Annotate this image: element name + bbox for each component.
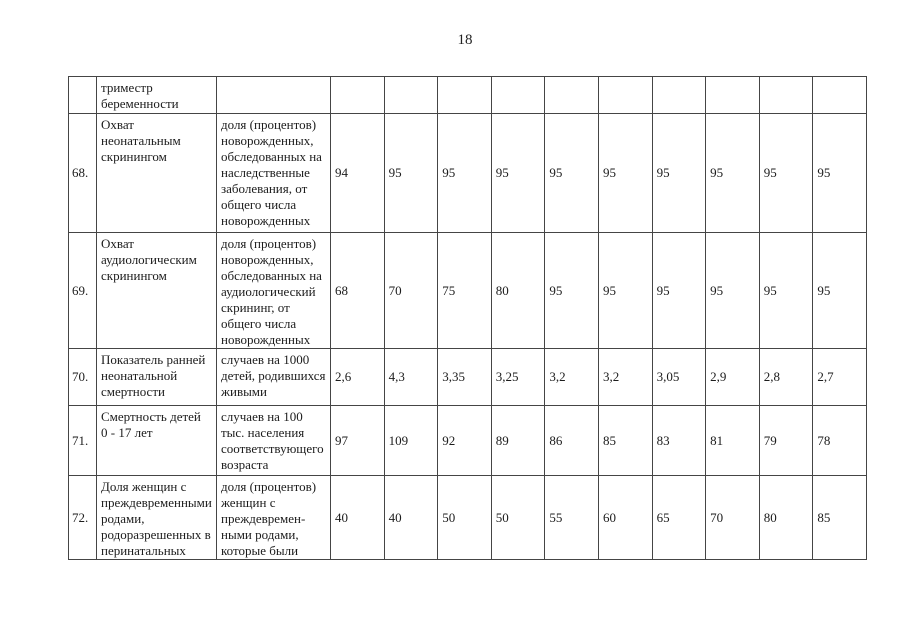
table-row: 70. Показатель ранней неонатальной смерт… (68, 348, 867, 406)
value-cell: 95 (758, 232, 814, 349)
table-row: 72. Доля женщин с преждевременными родам… (68, 475, 867, 560)
value-cell: 83 (651, 405, 707, 476)
row-number-cell: 69. (68, 232, 97, 349)
unit-cell: доля (процентов) новорожденных, обследов… (216, 232, 331, 349)
row-number-cell: 71. (68, 405, 97, 476)
value-cell: 2,6 (330, 348, 385, 406)
unit-cell: доля (процентов) новорожденных, обследов… (216, 113, 331, 233)
value-cell: 40 (383, 475, 439, 560)
row-number-cell: 68. (68, 113, 97, 233)
value-cell: 95 (544, 113, 599, 233)
table-row: 71. Смертность детей 0 - 17 лет случаев … (68, 405, 867, 476)
value-cell: 70 (383, 232, 439, 349)
value-cell: 95 (705, 232, 760, 349)
value-cell: 85 (812, 475, 867, 560)
value-cell: 2,7 (812, 348, 867, 406)
indicator-name-cell: Показатель ранней неонатальной смертност… (96, 348, 217, 406)
value-cell (437, 76, 492, 114)
value-cell: 55 (544, 475, 599, 560)
value-cell: 89 (490, 405, 546, 476)
value-cell (383, 76, 439, 114)
page-number: 18 (457, 32, 473, 48)
value-cell: 3,35 (437, 348, 492, 406)
value-cell: 95 (597, 232, 653, 349)
value-cell: 60 (597, 475, 653, 560)
value-cell: 95 (651, 113, 707, 233)
indicator-name-cell: Смертность детей 0 - 17 лет (96, 405, 217, 476)
value-cell: 95 (812, 113, 867, 233)
value-cell: 95 (812, 232, 867, 349)
indicator-name-cell: Доля женщин с преждевременными родами, р… (96, 475, 217, 560)
indicator-name-cell: Охват неонатальным скринингом (96, 113, 217, 233)
indicator-name-cell: триместр беременности (96, 76, 217, 114)
value-cell (705, 76, 760, 114)
table-row: 69. Охват аудиологическим скринингом дол… (68, 232, 867, 349)
value-cell: 50 (437, 475, 492, 560)
value-cell: 2,9 (705, 348, 760, 406)
value-cell: 95 (437, 113, 492, 233)
row-number-cell: 72. (68, 475, 97, 560)
value-cell (812, 76, 867, 114)
value-cell: 95 (705, 113, 760, 233)
value-cell (330, 76, 385, 114)
value-cell (490, 76, 546, 114)
unit-cell: случаев на 1000 детей, родившихся живыми (216, 348, 331, 406)
value-cell: 95 (758, 113, 814, 233)
value-cell: 79 (758, 405, 814, 476)
value-cell: 95 (597, 113, 653, 233)
value-cell (651, 76, 707, 114)
value-cell: 50 (490, 475, 546, 560)
unit-cell: доля (процентов) женщин с преждевремен- … (216, 475, 331, 560)
value-cell: 95 (544, 232, 599, 349)
value-cell: 3,2 (597, 348, 653, 406)
value-cell: 109 (383, 405, 439, 476)
value-cell: 4,3 (383, 348, 439, 406)
table-row: триместр беременности (68, 76, 867, 114)
value-cell: 94 (330, 113, 385, 233)
indicators-table: триместр беременности 68. Охват неонатал… (68, 76, 867, 560)
unit-cell: случаев на 100 тыс. населения соответств… (216, 405, 331, 476)
value-cell: 3,25 (490, 348, 546, 406)
value-cell: 3,05 (651, 348, 707, 406)
value-cell: 85 (597, 405, 653, 476)
value-cell (758, 76, 814, 114)
value-cell: 95 (383, 113, 439, 233)
value-cell: 78 (812, 405, 867, 476)
row-number-cell: 70. (68, 348, 97, 406)
value-cell: 68 (330, 232, 385, 349)
value-cell: 97 (330, 405, 385, 476)
value-cell: 86 (544, 405, 599, 476)
value-cell (544, 76, 599, 114)
value-cell: 70 (705, 475, 760, 560)
value-cell: 95 (490, 113, 546, 233)
value-cell: 80 (490, 232, 546, 349)
table-row: 68. Охват неонатальным скринингом доля (… (68, 113, 867, 233)
row-number-cell (68, 76, 97, 114)
value-cell: 80 (758, 475, 814, 560)
value-cell: 3,2 (544, 348, 599, 406)
indicator-name-cell: Охват аудиологическим скринингом (96, 232, 217, 349)
value-cell: 92 (437, 405, 492, 476)
value-cell: 40 (330, 475, 385, 560)
value-cell (597, 76, 653, 114)
value-cell: 65 (651, 475, 707, 560)
unit-cell (216, 76, 331, 114)
value-cell: 2,8 (758, 348, 814, 406)
value-cell: 75 (437, 232, 492, 349)
value-cell: 81 (705, 405, 760, 476)
value-cell: 95 (651, 232, 707, 349)
